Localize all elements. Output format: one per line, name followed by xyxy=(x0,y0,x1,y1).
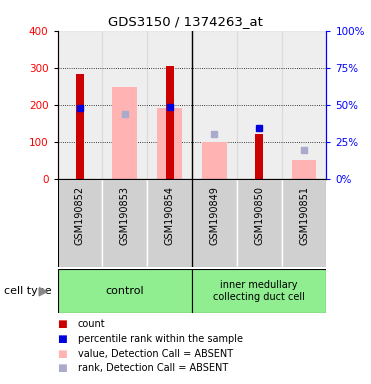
Text: ■: ■ xyxy=(58,363,67,373)
Bar xyxy=(237,179,282,267)
Text: GSM190854: GSM190854 xyxy=(165,186,175,245)
Text: control: control xyxy=(105,286,144,296)
Bar xyxy=(58,179,102,267)
Bar xyxy=(192,269,326,313)
Bar xyxy=(202,142,227,179)
Text: ■: ■ xyxy=(58,349,67,359)
Bar xyxy=(192,179,237,267)
Text: value, Detection Call = ABSENT: value, Detection Call = ABSENT xyxy=(78,349,233,359)
Text: inner medullary
collecting duct cell: inner medullary collecting duct cell xyxy=(213,280,305,302)
Bar xyxy=(255,134,263,179)
Text: GSM190849: GSM190849 xyxy=(209,186,219,245)
Text: ▶: ▶ xyxy=(39,284,49,297)
Text: cell type: cell type xyxy=(4,286,51,296)
Bar xyxy=(76,74,84,179)
Bar xyxy=(165,66,174,179)
Text: ■: ■ xyxy=(58,334,67,344)
Bar xyxy=(58,269,192,313)
Text: GDS3150 / 1374263_at: GDS3150 / 1374263_at xyxy=(108,15,263,28)
Bar xyxy=(58,31,102,179)
Bar xyxy=(237,31,282,179)
Text: GSM190853: GSM190853 xyxy=(120,186,130,245)
Bar xyxy=(147,179,192,267)
Bar xyxy=(192,31,237,179)
Text: GSM190852: GSM190852 xyxy=(75,186,85,245)
Text: ■: ■ xyxy=(58,319,67,329)
Text: percentile rank within the sample: percentile rank within the sample xyxy=(78,334,243,344)
Bar xyxy=(292,160,316,179)
Bar xyxy=(102,31,147,179)
Bar xyxy=(112,87,137,179)
Text: count: count xyxy=(78,319,105,329)
Bar xyxy=(157,108,182,179)
Text: rank, Detection Call = ABSENT: rank, Detection Call = ABSENT xyxy=(78,363,228,373)
Bar xyxy=(282,31,326,179)
Text: GSM190850: GSM190850 xyxy=(254,186,264,245)
Text: GSM190851: GSM190851 xyxy=(299,186,309,245)
Bar xyxy=(102,179,147,267)
Bar xyxy=(282,179,326,267)
Bar xyxy=(147,31,192,179)
